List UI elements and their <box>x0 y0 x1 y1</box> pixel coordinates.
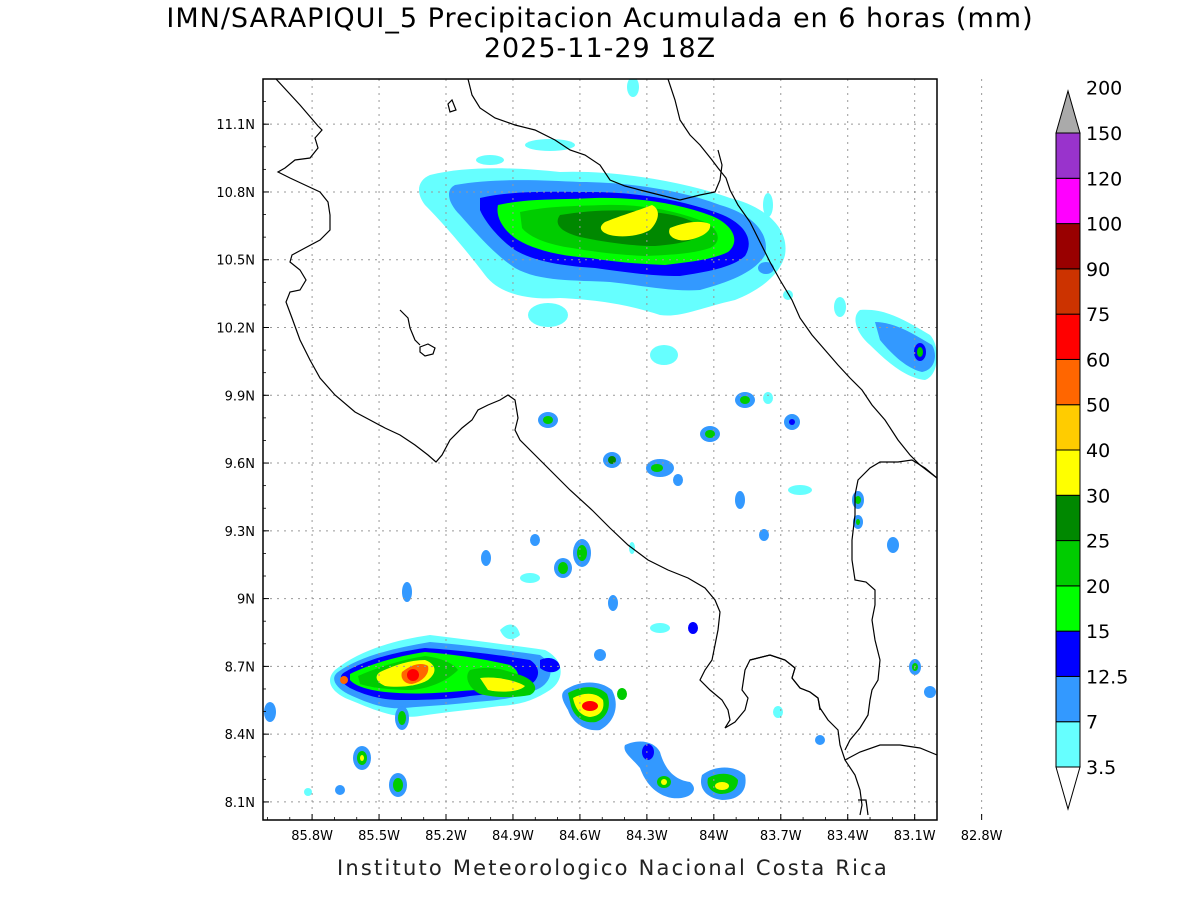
map-axes: 85.8W 85.5W 85.2W 84.9W 84.6W 84.3W 84W 83.7W 83… <box>216 78 1003 844</box>
x-tick-label: 84.9W <box>492 829 534 844</box>
x-tick-label: 84.3W <box>626 829 668 844</box>
colorbar-legend: 3.5 7 12.5 15 20 25 30 40 50 60 75 90 100 120 150 200 <box>1055 78 1128 811</box>
y-tick-label: 10.2N <box>216 322 255 337</box>
colorbar-swatch <box>1055 449 1081 496</box>
x-tick-label: 85.8W <box>291 829 333 844</box>
rain-band-south <box>264 534 746 800</box>
map-datetime: 2025-11-29 18Z <box>483 33 717 64</box>
colorbar-label: 7 <box>1086 712 1098 734</box>
colorbar-swatch <box>1055 404 1081 451</box>
colorbar-min-arrow <box>1055 766 1081 811</box>
colorbar-label: 50 <box>1086 395 1110 417</box>
colorbar-swatch <box>1055 721 1081 768</box>
colorbar-max-arrow <box>1055 89 1081 134</box>
colorbar-label: 90 <box>1086 259 1110 281</box>
x-tick-label: 83.1W <box>894 829 936 844</box>
colorbar-label: 100 <box>1086 214 1122 236</box>
colorbar-label: 75 <box>1086 304 1110 326</box>
colorbar-label: 200 <box>1086 78 1122 100</box>
colorbar-swatch <box>1055 132 1081 179</box>
colorbar-swatch <box>1055 494 1081 542</box>
colorbar-label: 120 <box>1086 168 1122 190</box>
rain-band-north <box>418 79 793 365</box>
colorbar-swatch <box>1055 540 1081 587</box>
colorbar-label: 30 <box>1086 485 1110 507</box>
coastlines <box>275 79 937 816</box>
x-tick-label: 85.2W <box>425 829 467 844</box>
y-tick-label: 8.7N <box>225 660 255 675</box>
colorbar-label: 150 <box>1086 123 1122 145</box>
colorbar-label: 12.5 <box>1086 666 1128 688</box>
nicoya-inlet <box>399 309 421 346</box>
y-tick-label: 8.4N <box>225 728 255 743</box>
colorbar-label: 20 <box>1086 576 1110 598</box>
colorbar-label: 25 <box>1086 531 1110 553</box>
colorbar-label: 3.5 <box>1086 757 1116 779</box>
colorbar-label: 40 <box>1086 440 1110 462</box>
y-tick-label: 10.8N <box>216 186 255 201</box>
precipitation-field <box>264 79 937 800</box>
panama-border <box>844 459 937 751</box>
caribbean-coastline <box>667 79 937 479</box>
cocos-dock <box>858 799 869 816</box>
colorbar-label: 60 <box>1086 349 1110 371</box>
colorbar-label: 15 <box>1086 621 1110 643</box>
y-tick-label: 9.6N <box>225 457 255 472</box>
colorbar-swatch <box>1055 630 1081 677</box>
panama-pacific-coast <box>844 744 937 761</box>
x-tick-label: 84W <box>699 829 729 844</box>
x-tick-label: 85.5W <box>358 829 400 844</box>
y-tick-label: 9N <box>237 593 255 608</box>
osa-peninsula <box>749 654 821 711</box>
x-tick-label: 83.4W <box>827 829 869 844</box>
x-tick-label: 84.6W <box>559 829 601 844</box>
colorbar-swatch <box>1055 358 1081 406</box>
lake-island <box>447 98 457 113</box>
y-tick-label: 9.9N <box>225 389 255 404</box>
plot-frame <box>262 78 938 821</box>
nicaragua-border <box>639 149 723 201</box>
colorbar-swatch <box>1055 268 1081 315</box>
y-tick-label: 8.1N <box>225 796 255 811</box>
footer-credit: Instituto Meteorologico Nacional Costa R… <box>337 856 889 880</box>
coast-segment-north <box>467 79 641 191</box>
x-tick-label: 82.8W <box>961 829 1003 844</box>
x-tick-label: 83.7W <box>760 829 802 844</box>
y-tick-label: 10.5N <box>216 254 255 269</box>
colorbar-swatch <box>1055 223 1081 270</box>
rain-caribbean <box>538 297 937 745</box>
colorbar-swatch <box>1055 585 1081 632</box>
y-tick-label: 11.1N <box>216 118 255 133</box>
nicoya-gulf-island <box>419 343 436 357</box>
lat-lon-grid <box>263 79 983 820</box>
map-title: IMN/SARAPIQUI_5 Precipitacion Acumulada … <box>166 3 1034 34</box>
colorbar-swatch <box>1055 177 1081 225</box>
colorbar-swatch <box>1055 313 1081 360</box>
y-tick-label: 9.3N <box>225 525 255 540</box>
colorbar-swatch <box>1055 675 1081 723</box>
